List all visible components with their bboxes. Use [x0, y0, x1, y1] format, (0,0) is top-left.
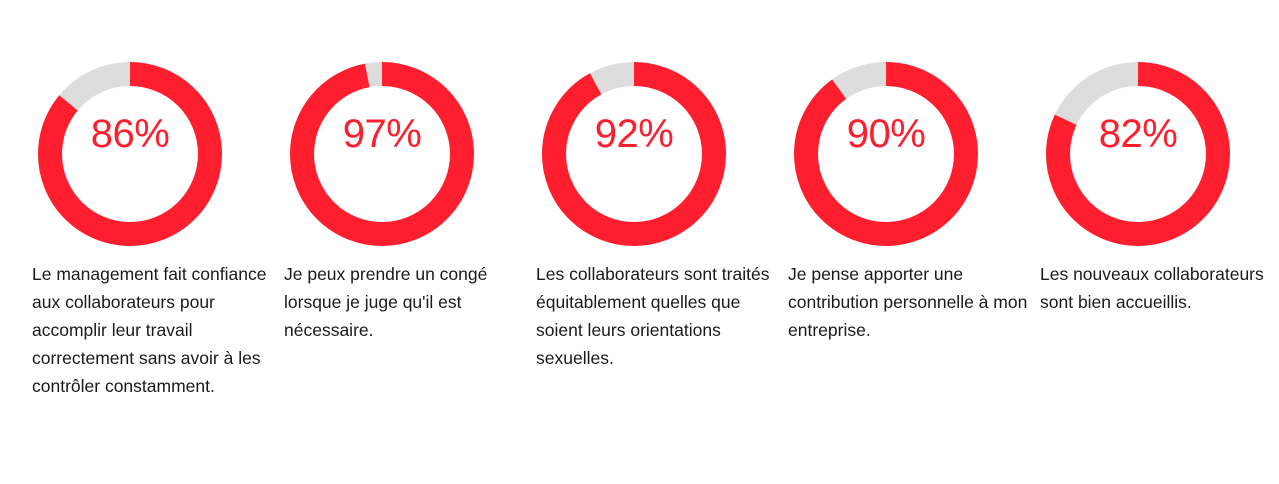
stat-card: 90% Je pense apporter une contribution p…	[788, 62, 1028, 344]
stat-caption: Les collaborateurs sont traités équitabl…	[536, 264, 770, 368]
donut-chart: 86%	[38, 62, 222, 246]
stat-card: 82% Les nouveaux collaborateurs sont bie…	[1040, 62, 1279, 316]
donut-chart: 82%	[1046, 62, 1230, 246]
donut-svg	[38, 62, 222, 246]
stat-card: 86% Le management fait confiance aux col…	[32, 62, 272, 400]
donut-value-arc	[542, 62, 726, 246]
percentage-label: 97%	[342, 112, 422, 156]
stat-caption: Les nouveaux collaborateurs sont bien ac…	[1040, 264, 1264, 312]
percentage-label: 82%	[1098, 112, 1178, 156]
donut-value-arc	[1046, 62, 1230, 246]
donut-chart: 90%	[794, 62, 978, 246]
stat-caption: Je peux prendre un congé lorsque je juge…	[284, 264, 488, 340]
donut-svg	[290, 62, 474, 246]
percentage-label: 90%	[846, 112, 926, 156]
donut-chart: 97%	[290, 62, 474, 246]
donut-svg	[794, 62, 978, 246]
stat-caption: Le management fait confiance aux collabo…	[32, 264, 267, 396]
stat-card: 92% Les collaborateurs sont traités équi…	[536, 62, 776, 372]
percentage-label: 92%	[594, 112, 674, 156]
donut-value-arc	[38, 62, 222, 246]
percentage-label: 86%	[90, 112, 170, 156]
stat-card: 97% Je peux prendre un congé lorsque je …	[284, 62, 524, 344]
donut-chart: 92%	[542, 62, 726, 246]
donut-value-arc	[290, 62, 474, 246]
stat-caption: Je pense apporter une contribution perso…	[788, 264, 1028, 340]
donut-value-arc	[794, 62, 978, 246]
donut-svg	[542, 62, 726, 246]
donut-svg	[1046, 62, 1230, 246]
